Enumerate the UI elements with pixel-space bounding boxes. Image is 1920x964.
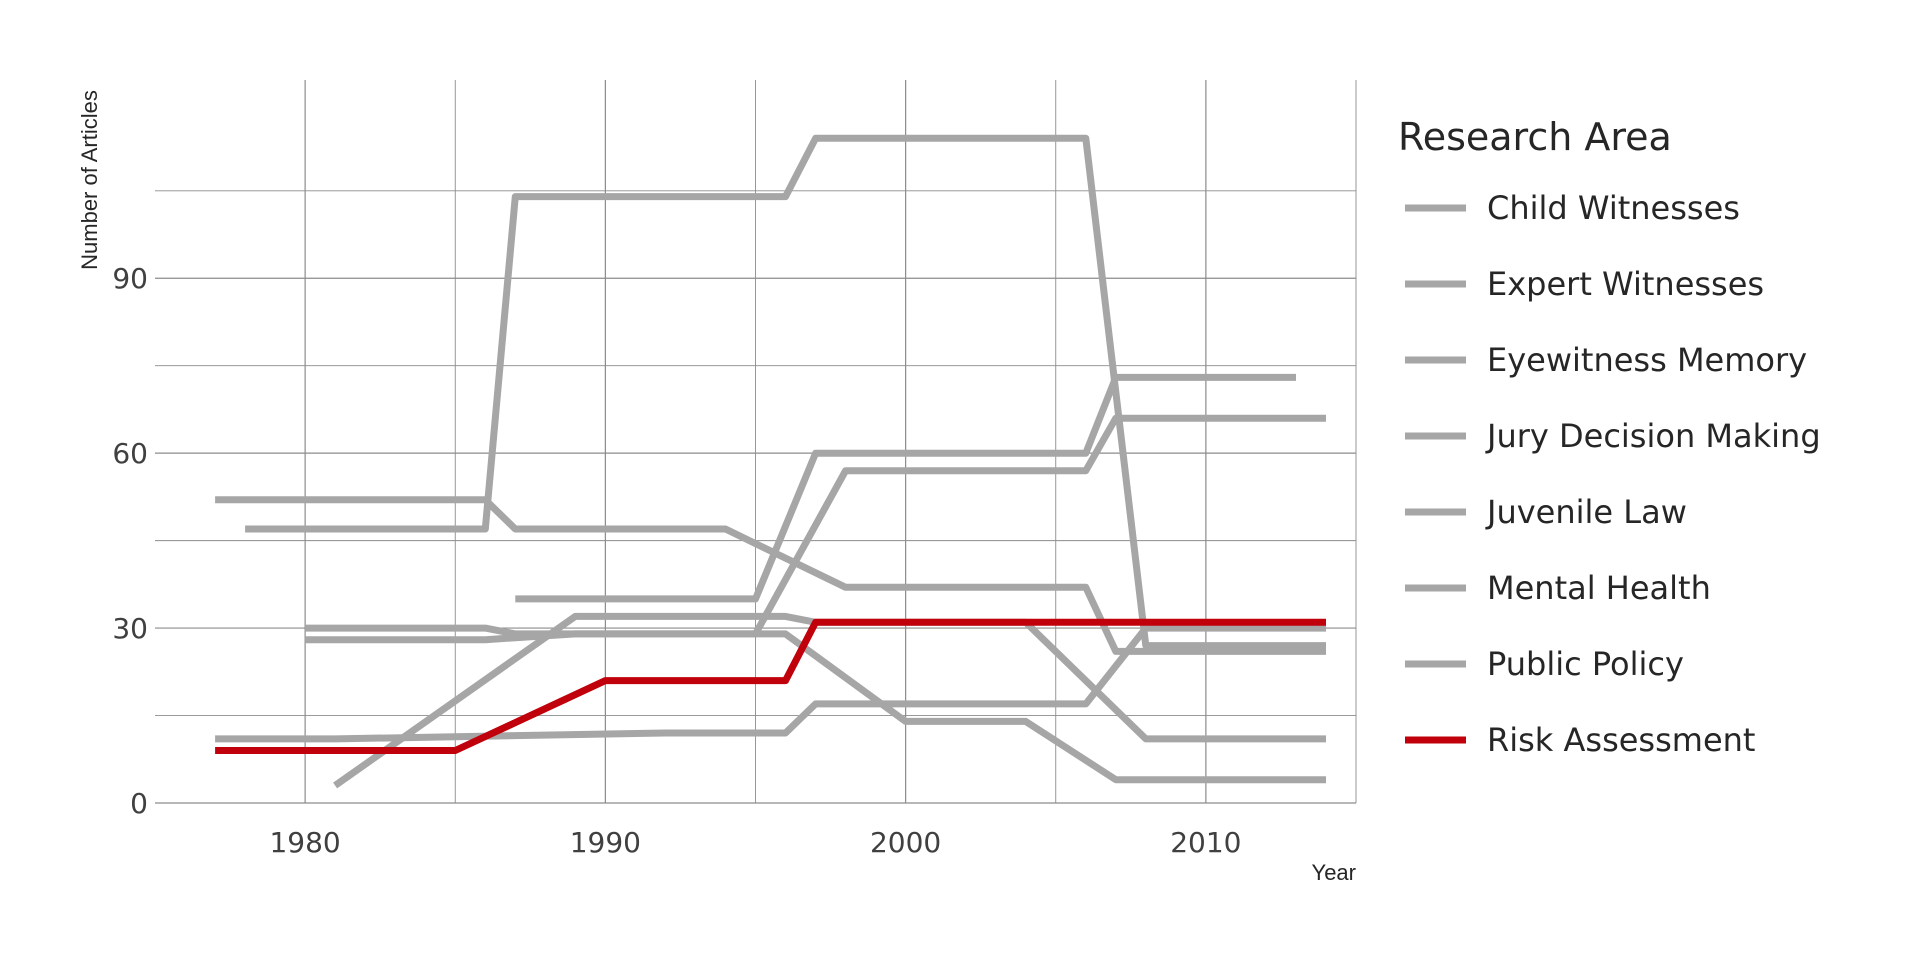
series-line-juvenile-law [305, 414, 1326, 644]
legend-label-mental-health: Mental Health [1487, 569, 1711, 607]
series-line-expert-witnesses [245, 134, 1326, 650]
axis-tick-labels: 0 30 60 90 1980 1990 2000 2010 [112, 262, 1241, 859]
legend-label-eyewitness-memory: Eyewitness Memory [1487, 341, 1807, 379]
series-line-jury-decision-making [305, 624, 1326, 784]
legend-label-jury-decision-making: Jury Decision Making [1485, 417, 1821, 455]
legend: Research Area Child Witnesses Expert Witn… [1398, 115, 1821, 759]
series-line-public-policy [215, 624, 1326, 743]
series-lines [215, 134, 1326, 789]
legend-label-public-policy: Public Policy [1487, 645, 1684, 683]
legend-label-child-witnesses: Child Witnesses [1487, 189, 1740, 227]
legend-label-expert-witnesses: Expert Witnesses [1487, 265, 1764, 303]
legend-label-juvenile-law: Juvenile Law [1485, 493, 1687, 531]
x-tick-label: 2000 [870, 826, 941, 859]
y-tick-label: 30 [112, 612, 148, 645]
series-line-eyewitness-memory [515, 373, 1296, 603]
x-tick-label: 1990 [570, 826, 641, 859]
series-line-risk-assessment [215, 618, 1326, 754]
grid-lines [155, 80, 1357, 804]
x-axis-title: Year [1312, 860, 1356, 885]
legend-label-risk-assessment: Risk Assessment [1487, 721, 1755, 759]
y-tick-label: 0 [130, 787, 148, 820]
x-tick-label: 2010 [1170, 826, 1241, 859]
x-tick-label: 1980 [269, 826, 340, 859]
y-tick-label: 90 [112, 262, 148, 295]
legend-title: Research Area [1398, 115, 1672, 159]
y-axis-title: Number of Articles [77, 90, 102, 270]
y-tick-label: 60 [112, 437, 148, 470]
